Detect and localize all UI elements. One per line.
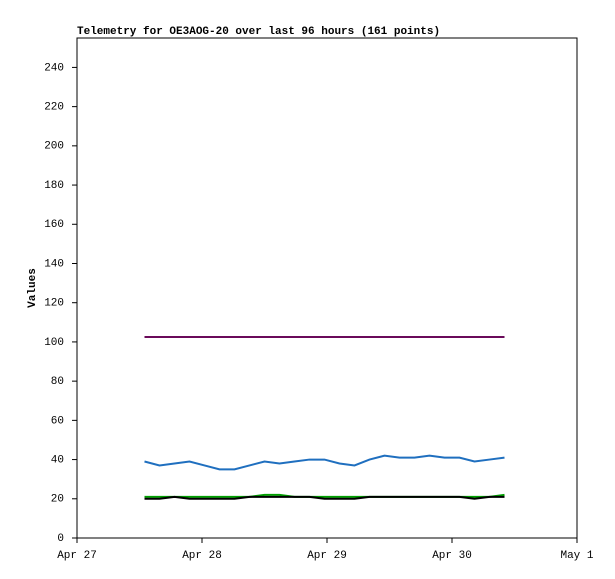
x-tick-label: Apr 30 [432, 550, 472, 562]
y-tick-label: 60 [51, 415, 64, 427]
y-tick-label: 240 [44, 62, 64, 74]
y-tick-label: 40 [51, 454, 64, 466]
y-tick-label: 100 [44, 337, 64, 349]
x-tick-label: Apr 27 [57, 550, 97, 562]
x-tick-label: Apr 29 [307, 550, 347, 562]
series-line [144, 495, 505, 500]
y-tick-label: 220 [44, 102, 64, 114]
y-tick-label: 0 [57, 533, 64, 545]
y-tick-label: 180 [44, 180, 64, 192]
x-tick-label: Apr 28 [182, 550, 222, 562]
y-tick-label: 140 [44, 258, 64, 270]
y-axis-label: Values [27, 268, 39, 308]
y-tick-label: 120 [44, 298, 64, 310]
y-tick-label: 80 [51, 376, 64, 388]
chart-title: Telemetry for OE3AOG-20 over last 96 hou… [77, 26, 440, 38]
x-tick-label: May 1 [560, 550, 593, 562]
series-line [144, 454, 505, 471]
y-tick-label: 160 [44, 219, 64, 231]
y-tick-label: 20 [51, 494, 64, 506]
y-tick-label: 200 [44, 141, 64, 153]
